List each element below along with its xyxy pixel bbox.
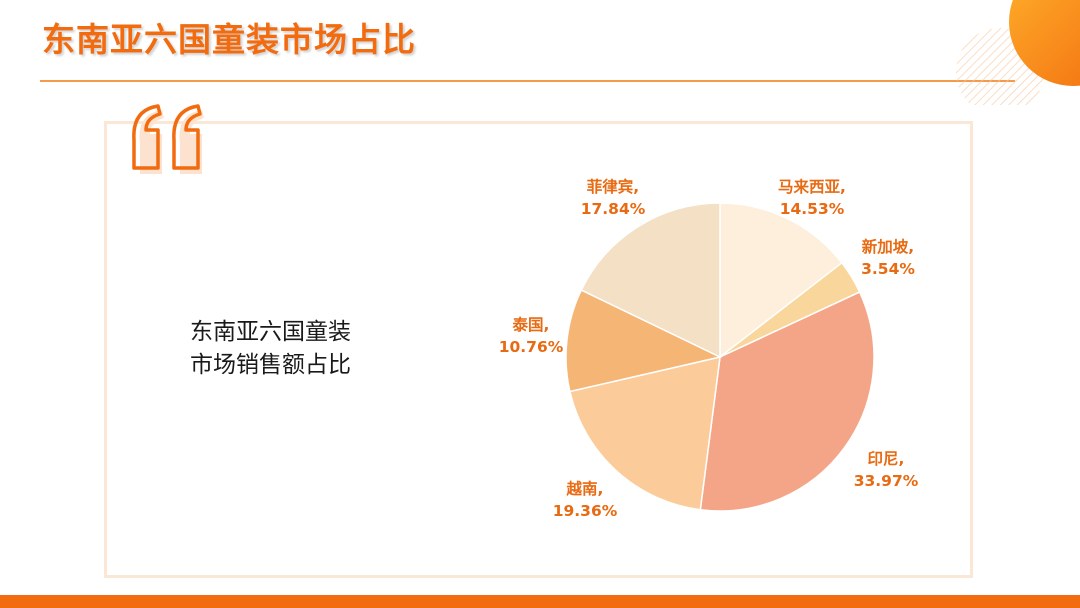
quote-icon: [132, 104, 204, 174]
bottom-accent-bar: [0, 595, 1080, 608]
corner-decoration: [956, 0, 1080, 105]
page-title: 东南亚六国童装市场占比: [42, 20, 416, 59]
content-frame: [104, 121, 973, 578]
chart-description: 东南亚六国童装 市场销售额占比: [190, 316, 351, 382]
title-underline: [40, 80, 1015, 82]
description-line-1: 东南亚六国童装: [190, 319, 351, 345]
description-line-2: 市场销售额占比: [190, 352, 351, 378]
